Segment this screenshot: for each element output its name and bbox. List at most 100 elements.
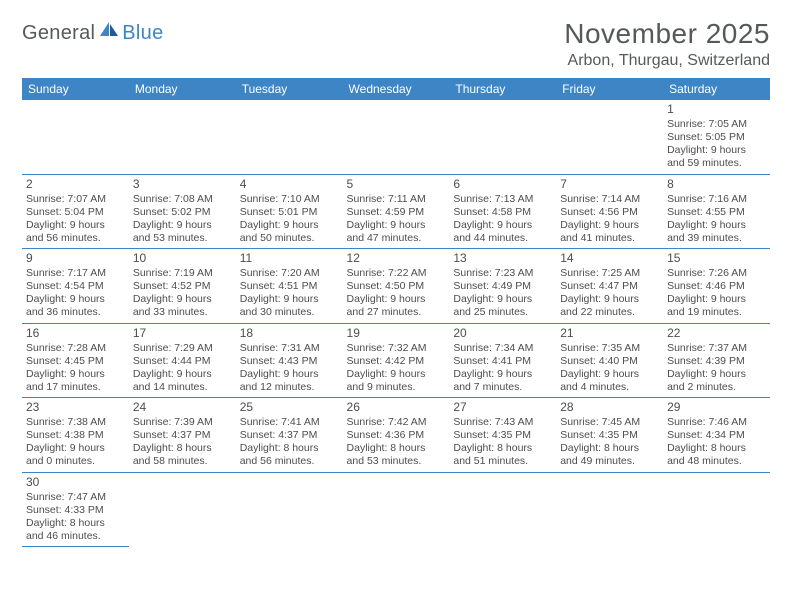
daylight2-text: and 59 minutes. [667,157,766,170]
calendar-row: 16Sunrise: 7:28 AMSunset: 4:45 PMDayligh… [22,323,770,398]
sunrise-text: Sunrise: 7:41 AM [240,416,339,429]
calendar-cell-empty [556,472,663,547]
calendar-cell: 23Sunrise: 7:38 AMSunset: 4:38 PMDayligh… [22,398,129,473]
sunset-text: Sunset: 4:44 PM [133,355,232,368]
sunrise-text: Sunrise: 7:43 AM [453,416,552,429]
location-text: Arbon, Thurgau, Switzerland [564,52,770,70]
header: General Blue November 2025 Arbon, Thurga… [22,18,770,70]
daylight2-text: and 9 minutes. [347,381,446,394]
day-number: 24 [133,400,232,415]
calendar-cell-empty [236,100,343,174]
day-number: 3 [133,177,232,192]
daylight1-text: Daylight: 9 hours [667,368,766,381]
day-number: 7 [560,177,659,192]
daylight2-text: and 53 minutes. [347,455,446,468]
sunset-text: Sunset: 4:45 PM [26,355,125,368]
daylight2-text: and 27 minutes. [347,306,446,319]
sunset-text: Sunset: 4:40 PM [560,355,659,368]
daylight2-text: and 36 minutes. [26,306,125,319]
daylight1-text: Daylight: 8 hours [240,442,339,455]
sunset-text: Sunset: 4:35 PM [453,429,552,442]
daylight2-text: and 46 minutes. [26,530,125,543]
calendar-cell: 12Sunrise: 7:22 AMSunset: 4:50 PMDayligh… [343,249,450,324]
day-number: 30 [26,475,125,490]
daylight2-text: and 25 minutes. [453,306,552,319]
calendar-cell: 5Sunrise: 7:11 AMSunset: 4:59 PMDaylight… [343,174,450,249]
column-header: Monday [129,78,236,100]
day-number: 25 [240,400,339,415]
sunset-text: Sunset: 4:58 PM [453,206,552,219]
daylight2-text: and 30 minutes. [240,306,339,319]
calendar-cell-empty [129,472,236,547]
daylight1-text: Daylight: 9 hours [347,219,446,232]
daylight2-text: and 49 minutes. [560,455,659,468]
column-header: Tuesday [236,78,343,100]
daylight1-text: Daylight: 8 hours [667,442,766,455]
calendar-cell: 14Sunrise: 7:25 AMSunset: 4:47 PMDayligh… [556,249,663,324]
day-number: 23 [26,400,125,415]
calendar-cell: 15Sunrise: 7:26 AMSunset: 4:46 PMDayligh… [663,249,770,324]
column-header: Sunday [22,78,129,100]
sunrise-text: Sunrise: 7:13 AM [453,193,552,206]
sunrise-text: Sunrise: 7:23 AM [453,267,552,280]
sunset-text: Sunset: 4:47 PM [560,280,659,293]
calendar-cell: 2Sunrise: 7:07 AMSunset: 5:04 PMDaylight… [22,174,129,249]
daylight2-text: and 4 minutes. [560,381,659,394]
calendar-cell: 6Sunrise: 7:13 AMSunset: 4:58 PMDaylight… [449,174,556,249]
calendar-cell-empty [663,472,770,547]
sunrise-text: Sunrise: 7:37 AM [667,342,766,355]
sunrise-text: Sunrise: 7:14 AM [560,193,659,206]
sunrise-text: Sunrise: 7:19 AM [133,267,232,280]
sunrise-text: Sunrise: 7:28 AM [26,342,125,355]
sunset-text: Sunset: 4:36 PM [347,429,446,442]
sunrise-text: Sunrise: 7:39 AM [133,416,232,429]
calendar-cell: 24Sunrise: 7:39 AMSunset: 4:37 PMDayligh… [129,398,236,473]
calendar-cell: 7Sunrise: 7:14 AMSunset: 4:56 PMDaylight… [556,174,663,249]
sunrise-text: Sunrise: 7:17 AM [26,267,125,280]
daylight1-text: Daylight: 9 hours [240,293,339,306]
sunset-text: Sunset: 4:42 PM [347,355,446,368]
calendar-cell: 26Sunrise: 7:42 AMSunset: 4:36 PMDayligh… [343,398,450,473]
day-number: 13 [453,251,552,266]
day-number: 11 [240,251,339,266]
calendar-cell: 30Sunrise: 7:47 AMSunset: 4:33 PMDayligh… [22,472,129,547]
daylight1-text: Daylight: 9 hours [133,368,232,381]
calendar-cell-empty [449,472,556,547]
daylight1-text: Daylight: 9 hours [667,293,766,306]
day-number: 27 [453,400,552,415]
day-number: 1 [667,102,766,117]
calendar-cell: 10Sunrise: 7:19 AMSunset: 4:52 PMDayligh… [129,249,236,324]
sunrise-text: Sunrise: 7:22 AM [347,267,446,280]
daylight1-text: Daylight: 9 hours [560,219,659,232]
daylight1-text: Daylight: 9 hours [26,368,125,381]
calendar-row: 1Sunrise: 7:05 AMSunset: 5:05 PMDaylight… [22,100,770,174]
calendar-cell: 18Sunrise: 7:31 AMSunset: 4:43 PMDayligh… [236,323,343,398]
calendar-cell: 19Sunrise: 7:32 AMSunset: 4:42 PMDayligh… [343,323,450,398]
sunrise-text: Sunrise: 7:34 AM [453,342,552,355]
day-number: 16 [26,326,125,341]
daylight2-text: and 17 minutes. [26,381,125,394]
daylight1-text: Daylight: 9 hours [347,368,446,381]
calendar-cell: 1Sunrise: 7:05 AMSunset: 5:05 PMDaylight… [663,100,770,174]
day-number: 19 [347,326,446,341]
sunrise-text: Sunrise: 7:20 AM [240,267,339,280]
calendar-cell-empty [236,472,343,547]
daylight2-text: and 14 minutes. [133,381,232,394]
day-number: 15 [667,251,766,266]
sunrise-text: Sunrise: 7:45 AM [560,416,659,429]
day-number: 26 [347,400,446,415]
day-number: 29 [667,400,766,415]
daylight1-text: Daylight: 8 hours [26,517,125,530]
sunset-text: Sunset: 4:38 PM [26,429,125,442]
daylight2-text: and 19 minutes. [667,306,766,319]
day-number: 2 [26,177,125,192]
daylight1-text: Daylight: 9 hours [26,442,125,455]
calendar-cell-empty [449,100,556,174]
daylight2-text: and 58 minutes. [133,455,232,468]
sunset-text: Sunset: 4:35 PM [560,429,659,442]
day-number: 9 [26,251,125,266]
title-block: November 2025 Arbon, Thurgau, Switzerlan… [564,18,770,70]
calendar-row: 30Sunrise: 7:47 AMSunset: 4:33 PMDayligh… [22,472,770,547]
calendar-cell-empty [343,100,450,174]
calendar-cell: 16Sunrise: 7:28 AMSunset: 4:45 PMDayligh… [22,323,129,398]
